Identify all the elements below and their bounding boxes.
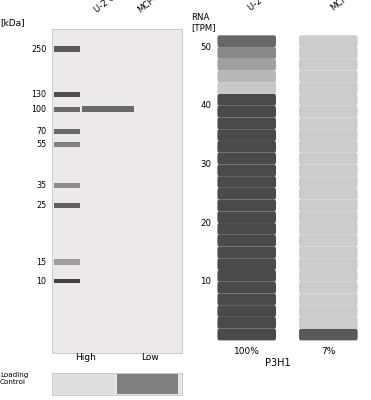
FancyBboxPatch shape — [217, 129, 276, 141]
FancyBboxPatch shape — [217, 35, 276, 47]
Text: [kDa]: [kDa] — [0, 18, 24, 27]
Text: 70: 70 — [36, 127, 46, 136]
FancyBboxPatch shape — [299, 129, 358, 141]
Text: 35: 35 — [36, 181, 46, 190]
Text: 7%: 7% — [321, 347, 335, 356]
Text: MCF-7: MCF-7 — [135, 0, 162, 14]
FancyBboxPatch shape — [299, 176, 358, 188]
FancyBboxPatch shape — [217, 70, 276, 82]
FancyBboxPatch shape — [217, 141, 276, 153]
Text: High: High — [75, 353, 96, 362]
Text: 50: 50 — [200, 42, 211, 52]
FancyBboxPatch shape — [52, 29, 182, 353]
Text: 10: 10 — [36, 276, 46, 286]
Text: 10: 10 — [200, 277, 211, 286]
Text: Low: Low — [141, 353, 159, 362]
FancyBboxPatch shape — [299, 270, 358, 282]
FancyBboxPatch shape — [299, 141, 358, 153]
FancyBboxPatch shape — [116, 374, 178, 394]
FancyBboxPatch shape — [299, 329, 358, 340]
FancyBboxPatch shape — [54, 46, 80, 52]
FancyBboxPatch shape — [217, 153, 276, 164]
FancyBboxPatch shape — [54, 130, 80, 134]
FancyBboxPatch shape — [299, 294, 358, 305]
FancyBboxPatch shape — [52, 373, 182, 395]
FancyBboxPatch shape — [299, 106, 358, 118]
Text: 100: 100 — [32, 105, 46, 114]
FancyBboxPatch shape — [299, 164, 358, 176]
FancyBboxPatch shape — [299, 200, 358, 211]
FancyBboxPatch shape — [54, 142, 80, 147]
FancyBboxPatch shape — [299, 59, 358, 70]
FancyBboxPatch shape — [299, 211, 358, 223]
FancyBboxPatch shape — [299, 317, 358, 329]
FancyBboxPatch shape — [217, 317, 276, 329]
FancyBboxPatch shape — [299, 258, 358, 270]
FancyBboxPatch shape — [217, 282, 276, 294]
FancyBboxPatch shape — [54, 279, 80, 283]
FancyBboxPatch shape — [299, 282, 358, 294]
FancyBboxPatch shape — [217, 246, 276, 258]
FancyBboxPatch shape — [54, 259, 80, 265]
FancyBboxPatch shape — [299, 223, 358, 235]
Text: RNA
[TPM]: RNA [TPM] — [191, 13, 216, 32]
Text: 25: 25 — [36, 201, 46, 210]
FancyBboxPatch shape — [299, 47, 358, 59]
FancyBboxPatch shape — [54, 107, 80, 112]
Text: MCF-7: MCF-7 — [328, 0, 355, 13]
Text: P3H1: P3H1 — [265, 358, 291, 368]
Text: 55: 55 — [36, 140, 46, 149]
Text: 15: 15 — [36, 258, 46, 266]
FancyBboxPatch shape — [54, 203, 80, 208]
FancyBboxPatch shape — [217, 294, 276, 305]
Text: U-2 OS: U-2 OS — [93, 0, 122, 14]
FancyBboxPatch shape — [217, 223, 276, 235]
FancyBboxPatch shape — [54, 183, 80, 188]
FancyBboxPatch shape — [54, 92, 80, 97]
Text: 130: 130 — [32, 90, 46, 99]
Text: 30: 30 — [200, 160, 211, 169]
FancyBboxPatch shape — [299, 153, 358, 164]
FancyBboxPatch shape — [299, 94, 358, 106]
FancyBboxPatch shape — [217, 106, 276, 118]
FancyBboxPatch shape — [299, 235, 358, 246]
FancyBboxPatch shape — [82, 106, 134, 112]
FancyBboxPatch shape — [299, 305, 358, 317]
FancyBboxPatch shape — [217, 164, 276, 176]
FancyBboxPatch shape — [299, 35, 358, 47]
FancyBboxPatch shape — [217, 176, 276, 188]
FancyBboxPatch shape — [217, 94, 276, 106]
Text: 20: 20 — [200, 218, 211, 228]
FancyBboxPatch shape — [217, 47, 276, 59]
Text: 100%: 100% — [234, 347, 260, 356]
FancyBboxPatch shape — [217, 118, 276, 129]
FancyBboxPatch shape — [217, 329, 276, 340]
Text: U-2 OS: U-2 OS — [247, 0, 276, 13]
FancyBboxPatch shape — [54, 374, 115, 394]
FancyBboxPatch shape — [217, 59, 276, 70]
FancyBboxPatch shape — [299, 118, 358, 129]
FancyBboxPatch shape — [217, 82, 276, 94]
FancyBboxPatch shape — [217, 258, 276, 270]
FancyBboxPatch shape — [299, 188, 358, 200]
FancyBboxPatch shape — [217, 305, 276, 317]
Text: Loading
Control: Loading Control — [0, 372, 28, 386]
FancyBboxPatch shape — [217, 200, 276, 211]
FancyBboxPatch shape — [217, 235, 276, 246]
FancyBboxPatch shape — [299, 246, 358, 258]
FancyBboxPatch shape — [299, 70, 358, 82]
FancyBboxPatch shape — [217, 211, 276, 223]
Text: 40: 40 — [200, 101, 211, 110]
FancyBboxPatch shape — [299, 82, 358, 94]
Text: 250: 250 — [31, 45, 46, 54]
FancyBboxPatch shape — [217, 270, 276, 282]
FancyBboxPatch shape — [217, 188, 276, 200]
